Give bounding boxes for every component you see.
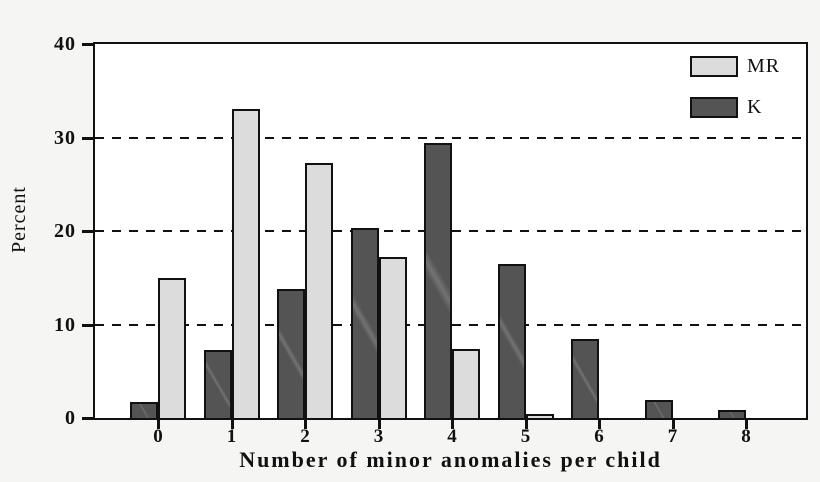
x-tick-label-1: 1 <box>226 426 237 447</box>
y-tick-label-40: 40 <box>54 33 76 55</box>
legend-label-mr: MR <box>747 54 781 77</box>
legend: MR K <box>690 55 780 137</box>
bar-mr-0 <box>158 278 186 418</box>
x-tick-7 <box>671 420 675 429</box>
x-tick-0 <box>157 420 160 429</box>
y-tick-30 <box>82 136 93 140</box>
bar-mr-3 <box>378 257 407 418</box>
x-tick-label-6: 6 <box>594 426 604 447</box>
legend-swatch-k <box>690 96 738 118</box>
bar-mr-2 <box>305 163 333 418</box>
y-tick-label-20: 20 <box>54 220 76 242</box>
x-tick-label-2: 2 <box>300 426 310 447</box>
bar-k-3 <box>350 228 379 418</box>
bar-k-0 <box>130 402 158 418</box>
legend-label-k: K <box>747 95 763 118</box>
bar-mr-5 <box>525 414 554 418</box>
x-tick-8 <box>745 420 748 429</box>
bar-mr-1 <box>231 109 260 418</box>
y-tick-10 <box>82 323 93 327</box>
x-tick-label-5: 5 <box>520 426 531 447</box>
x-tick-5 <box>524 420 528 429</box>
x-tick-label-3: 3 <box>373 426 384 447</box>
x-tick-label-0: 0 <box>153 426 163 447</box>
x-tick-label-7: 7 <box>667 426 678 447</box>
gridline-30 <box>95 136 806 139</box>
x-tick-label-8: 8 <box>741 426 751 447</box>
bar-k-8 <box>718 410 746 418</box>
x-tick-1 <box>230 420 234 429</box>
x-tick-6 <box>598 420 601 429</box>
plot-area: MR K <box>93 42 808 420</box>
y-tick-20 <box>82 230 93 233</box>
x-tick-label-4: 4 <box>447 426 457 447</box>
legend-item-k: K <box>690 96 780 118</box>
y-tick-label-0: 0 <box>65 407 76 429</box>
y-tick-label-30: 30 <box>54 126 76 149</box>
bar-k-7 <box>644 400 673 418</box>
x-tick-3 <box>377 420 381 429</box>
bar-k-4 <box>424 143 452 418</box>
bar-k-5 <box>497 264 526 418</box>
legend-swatch-mr <box>690 55 738 77</box>
y-axis-title: Percent <box>8 186 30 253</box>
x-tick-4 <box>451 420 454 429</box>
bar-mr-4 <box>452 349 480 418</box>
x-tick-2 <box>304 420 307 429</box>
bar-k-2 <box>277 289 305 418</box>
x-axis-title: Number of minor anomalies per child <box>239 447 662 472</box>
y-tick-label-10: 10 <box>54 313 76 336</box>
legend-item-mr: MR <box>690 55 780 77</box>
bar-k-6 <box>571 339 599 418</box>
y-tick-40 <box>82 43 93 46</box>
bar-k-1 <box>203 350 232 418</box>
y-tick-0 <box>82 417 93 420</box>
